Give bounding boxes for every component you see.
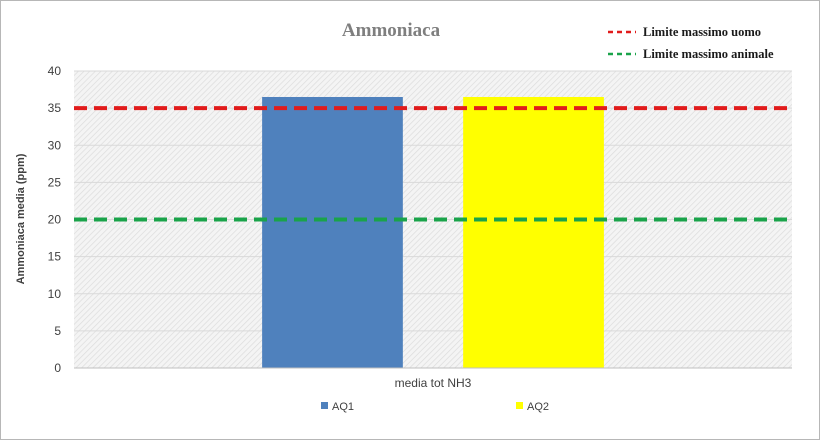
y-tick-label: 30 <box>48 138 62 152</box>
legend-swatch-aq1 <box>321 402 328 409</box>
y-axis-label: Ammoniaca media (ppm) <box>15 153 27 284</box>
bars <box>262 96 604 369</box>
y-tick-label: 35 <box>48 101 62 115</box>
series-legend: AQ1 AQ2 <box>321 401 549 413</box>
chart-title: Ammoniaca <box>342 20 441 41</box>
y-tick-label: 40 <box>48 64 62 78</box>
reference-legend-label-animale: Limite massimo animale <box>643 47 774 61</box>
y-axis-ticks: 0 5 10 15 20 25 30 35 40 <box>48 64 62 375</box>
y-tick-label: 25 <box>48 175 62 189</box>
bar-aq1 <box>262 96 403 369</box>
reference-legend: Limite massimo uomo Limite massimo anima… <box>608 25 774 61</box>
legend-label-aq1: AQ1 <box>332 401 354 413</box>
y-tick-label: 0 <box>54 361 61 375</box>
y-tick-label: 10 <box>48 287 62 301</box>
legend-label-aq2: AQ2 <box>527 401 549 413</box>
y-tick-label: 5 <box>54 324 61 338</box>
bar-aq2 <box>463 96 604 369</box>
x-category-label: media tot NH3 <box>395 376 472 390</box>
y-tick-label: 15 <box>48 250 62 264</box>
y-tick-label: 20 <box>48 213 62 227</box>
legend-swatch-aq2 <box>516 402 523 409</box>
reference-legend-label-uomo: Limite massimo uomo <box>643 25 761 39</box>
